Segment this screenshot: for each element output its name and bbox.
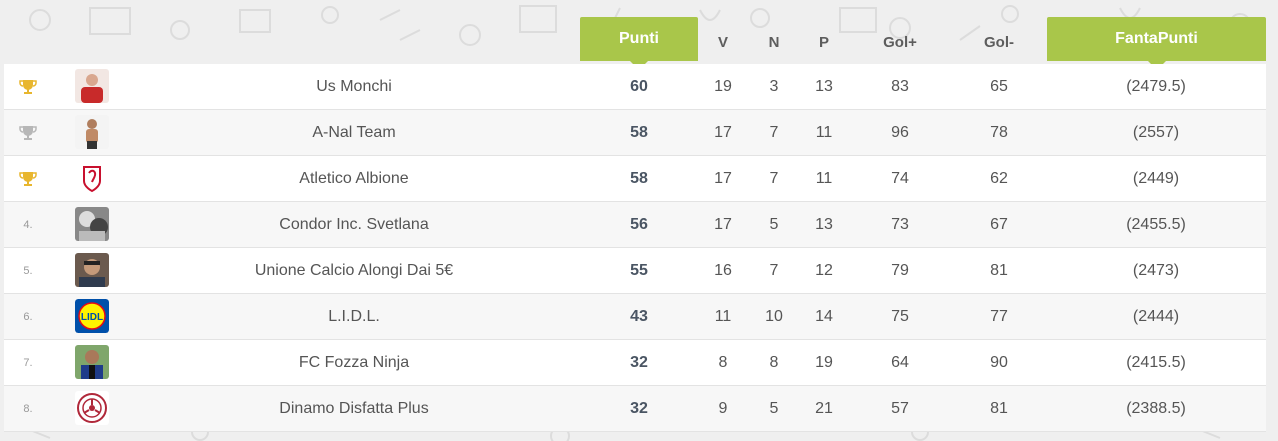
gol-subiti-value: 81 xyxy=(990,399,1008,417)
gol-fatti-value: 83 xyxy=(891,77,909,95)
gol-fatti-value: 64 xyxy=(891,353,909,371)
sconfitte-value: 21 xyxy=(815,399,833,417)
gol-subiti-value: 78 xyxy=(990,123,1008,141)
biohazard-crest-icon xyxy=(75,391,109,425)
gol-subiti-value: 81 xyxy=(990,261,1008,279)
table-header: Punti V N P Gol+ Gol- FantaPunti xyxy=(0,0,1278,64)
team-name[interactable]: A-Nal Team xyxy=(312,123,396,141)
vittorie-value: 9 xyxy=(718,399,728,417)
liverpool-crest-icon xyxy=(75,161,109,195)
pareggi-value: 5 xyxy=(769,399,779,417)
column-header-punti[interactable]: Punti xyxy=(580,17,698,61)
table-row[interactable]: Us Monchi 60 19 3 13 83 65 (2479.5) xyxy=(4,64,1266,110)
table-row[interactable]: 5. Unione Calcio Alongi Dai 5€ 55 16 7 1… xyxy=(4,248,1266,294)
column-header-n[interactable]: N xyxy=(768,34,780,51)
punti-value: 43 xyxy=(630,307,648,325)
sconfitte-value: 13 xyxy=(815,215,833,233)
fantapunti-value: (2388.5) xyxy=(1126,399,1186,417)
punti-value: 58 xyxy=(630,123,648,141)
pareggi-value: 8 xyxy=(769,353,779,371)
gold-trophy-icon xyxy=(19,64,37,109)
sconfitte-value: 13 xyxy=(815,77,833,95)
table-row[interactable]: 8. Dinamo Disfatta Plus 32 9 5 21 57 81 … xyxy=(4,386,1266,432)
team-name[interactable]: Dinamo Disfatta Plus xyxy=(279,399,429,417)
vittorie-value: 17 xyxy=(714,123,732,141)
table-row[interactable]: A-Nal Team 58 17 7 11 96 78 (2557) xyxy=(4,110,1266,156)
rank-number: 6. xyxy=(23,310,33,323)
gol-fatti-value: 96 xyxy=(891,123,909,141)
sconfitte-value: 12 xyxy=(815,261,833,279)
punti-value: 32 xyxy=(630,399,648,417)
team-name[interactable]: Condor Inc. Svetlana xyxy=(279,215,429,233)
vittorie-value: 16 xyxy=(714,261,732,279)
sconfitte-value: 11 xyxy=(815,123,833,141)
team-name[interactable]: Us Monchi xyxy=(316,77,392,95)
team-name[interactable]: L.I.D.L. xyxy=(328,307,380,325)
team-avatar xyxy=(75,69,109,103)
gol-subiti-value: 65 xyxy=(990,77,1008,95)
fantapunti-value: (2415.5) xyxy=(1126,353,1186,371)
pareggi-value: 7 xyxy=(769,261,779,279)
vittorie-value: 17 xyxy=(714,215,732,233)
gol-fatti-value: 75 xyxy=(891,307,909,325)
pareggi-value: 7 xyxy=(769,123,779,141)
gol-subiti-value: 90 xyxy=(990,353,1008,371)
team-avatar xyxy=(75,115,109,149)
table-row[interactable]: 7. FC Fozza Ninja 32 8 8 19 64 90 (2415.… xyxy=(4,340,1266,386)
punti-value: 56 xyxy=(630,215,648,233)
column-header-fantapunti[interactable]: FantaPunti xyxy=(1047,17,1266,61)
fantapunti-value: (2473) xyxy=(1132,261,1180,279)
vittorie-value: 8 xyxy=(718,353,728,371)
team-name[interactable]: FC Fozza Ninja xyxy=(298,353,410,371)
team-avatar xyxy=(75,345,109,379)
rank-number: 5. xyxy=(23,264,33,277)
vittorie-value: 17 xyxy=(714,169,732,187)
gold-trophy-icon xyxy=(19,156,37,201)
sconfitte-value: 19 xyxy=(815,353,833,371)
fantapunti-value: (2455.5) xyxy=(1126,215,1186,233)
column-header-v[interactable]: V xyxy=(717,34,729,51)
table-row[interactable]: 6. LIDL L.I.D.L. 43 11 10 14 75 77 (2444… xyxy=(4,294,1266,340)
gol-subiti-value: 67 xyxy=(990,215,1008,233)
fantapunti-value: (2444) xyxy=(1132,307,1180,325)
column-header-gol-plus[interactable]: Gol+ xyxy=(883,34,917,51)
standings-rows: Us Monchi 60 19 3 13 83 65 (2479.5) A-Na… xyxy=(4,64,1266,432)
punti-value: 58 xyxy=(630,169,648,187)
pareggi-value: 10 xyxy=(765,307,783,325)
table-row[interactable]: 4. Condor Inc. Svetlana 56 17 5 13 73 67… xyxy=(4,202,1266,248)
vittorie-value: 11 xyxy=(714,307,732,325)
gol-fatti-value: 79 xyxy=(891,261,909,279)
svg-text:LIDL: LIDL xyxy=(81,312,103,323)
gol-fatti-value: 57 xyxy=(891,399,909,417)
team-name[interactable]: Atletico Albione xyxy=(299,169,409,187)
fantapunti-value: (2479.5) xyxy=(1126,77,1186,95)
sconfitte-value: 14 xyxy=(815,307,833,325)
punti-value: 60 xyxy=(630,77,648,95)
rank-number: 7. xyxy=(23,356,33,369)
vittorie-value: 19 xyxy=(714,77,732,95)
lidl-logo-icon: LIDL xyxy=(75,299,109,333)
table-row[interactable]: Atletico Albione 58 17 7 11 74 62 (2449) xyxy=(4,156,1266,202)
punti-value: 32 xyxy=(630,353,648,371)
gol-subiti-value: 77 xyxy=(990,307,1008,325)
gol-fatti-value: 73 xyxy=(891,215,909,233)
pareggi-value: 3 xyxy=(769,77,779,95)
silver-trophy-icon xyxy=(19,110,37,155)
team-name[interactable]: Unione Calcio Alongi Dai 5€ xyxy=(254,261,454,279)
fantapunti-value: (2557) xyxy=(1132,123,1180,141)
rank-number: 8. xyxy=(23,402,33,415)
punti-value: 55 xyxy=(630,261,648,279)
rank-number: 4. xyxy=(23,218,33,231)
gol-fatti-value: 74 xyxy=(891,169,909,187)
gol-subiti-value: 62 xyxy=(990,169,1008,187)
column-header-p[interactable]: P xyxy=(818,34,830,51)
sconfitte-value: 11 xyxy=(815,169,833,187)
team-avatar xyxy=(75,207,109,241)
team-avatar xyxy=(75,253,109,287)
pareggi-value: 7 xyxy=(769,169,779,187)
pareggi-value: 5 xyxy=(769,215,779,233)
fantapunti-value: (2449) xyxy=(1132,169,1180,187)
column-header-gol-minus[interactable]: Gol- xyxy=(984,34,1014,51)
